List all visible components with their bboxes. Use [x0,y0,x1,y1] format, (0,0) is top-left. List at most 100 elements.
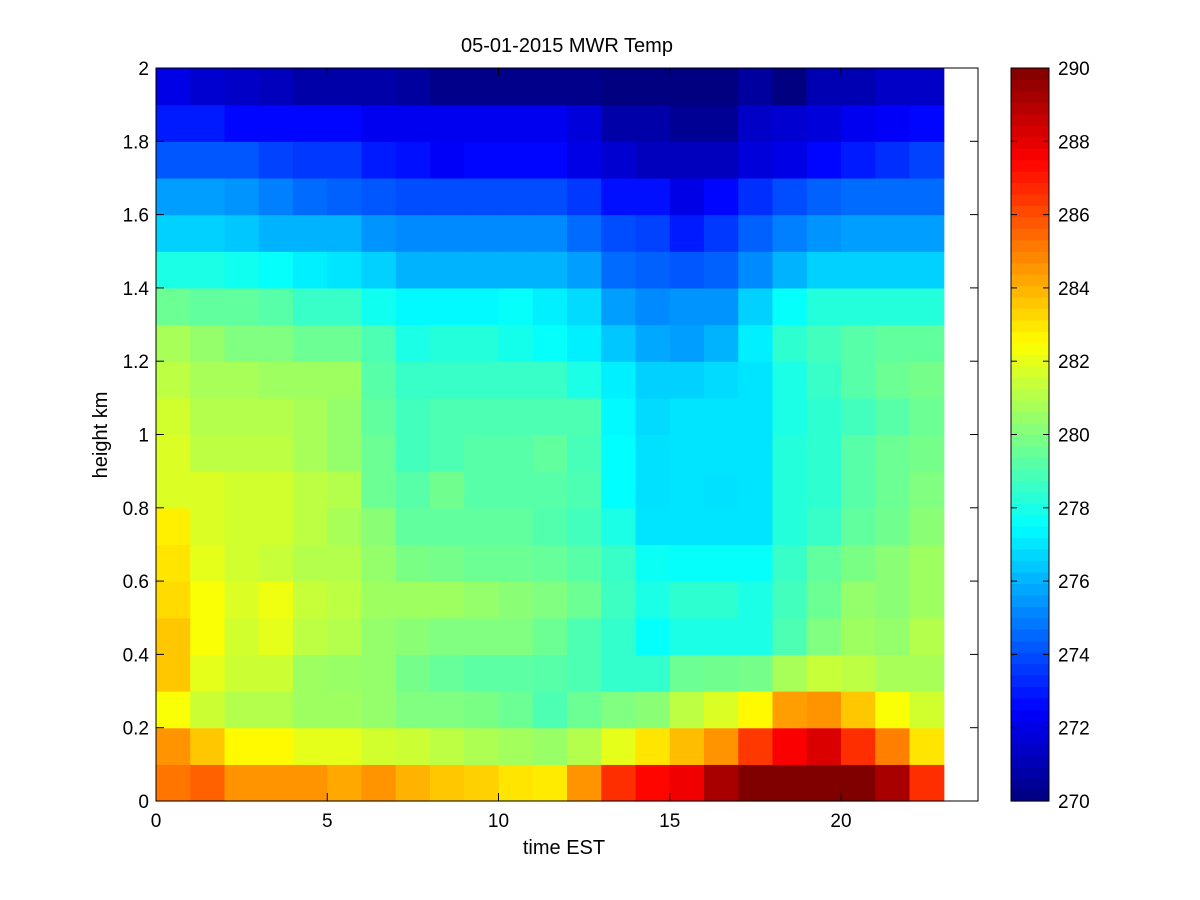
colorbar-strip [1011,228,1049,241]
heatmap-cell [704,214,739,252]
heatmap-cell [532,361,568,399]
heatmap-cell [738,324,774,362]
colorbar-strip [1011,400,1049,413]
heatmap-cell [532,251,568,289]
colorbar-strip [1011,514,1049,527]
heatmap-cell [293,68,328,106]
heatmap-cell [601,764,637,802]
heatmap-cell [567,177,602,216]
colorbar-strip [1011,136,1049,149]
heatmap-cell [601,104,637,142]
heatmap-cell [327,727,363,765]
heatmap-cell [395,68,431,106]
x-tick-label: 10 [488,811,509,832]
colorbar-strip [1011,319,1049,333]
heatmap-cell [258,104,294,142]
heatmap-cell [498,287,534,326]
heatmap-cell [704,434,739,472]
heatmap-cell [704,141,739,179]
heatmap-cell [532,544,568,582]
heatmap-cell [293,324,328,362]
heatmap-cell [567,68,602,106]
heatmap-cell [532,617,568,655]
colorbar-strip [1011,171,1049,184]
heatmap-cell [190,361,226,399]
heatmap-cell [669,507,705,546]
colorbar-strip [1011,560,1049,573]
heatmap-cell [738,471,774,509]
heatmap-cell [875,581,911,619]
heatmap-cell [909,287,945,326]
heatmap-cell [464,727,500,765]
heatmap-cell [190,141,226,179]
heatmap-cell [532,324,568,362]
heatmap-cell [772,68,808,106]
heatmap-cell [464,581,500,619]
heatmap-cell [361,727,397,765]
heatmap-cell [293,507,328,546]
heatmap-cell [909,581,945,619]
heatmap-cell [395,507,431,546]
heatmap-cell [190,287,226,326]
heatmap-cell [156,617,191,655]
heatmap-cell [635,617,671,655]
heatmap-cell [875,691,911,729]
heatmap-cell [327,214,363,252]
heatmap-cell [635,581,671,619]
heatmap-cell [738,727,774,765]
colorbar-strip [1011,182,1049,195]
heatmap-cell [704,654,739,692]
heatmap-cell [806,324,842,362]
colorbar-strip [1011,640,1049,653]
heatmap-cell [601,177,637,216]
heatmap-cell [464,251,500,289]
heatmap-cell [532,104,568,142]
heatmap-cell [806,654,842,692]
heatmap-cell [190,764,226,802]
heatmap-cell [498,654,534,692]
heatmap-cell [841,287,876,326]
heatmap-cell [156,764,191,802]
heatmap-cell [909,251,945,289]
heatmap-cell [704,727,739,765]
heatmap-cell [601,251,637,289]
heatmap-cell [635,471,671,509]
heatmap-cell [498,471,534,509]
heatmap-cell [464,324,500,362]
colorbar-strip [1011,571,1049,584]
colorbar-strip [1011,239,1049,252]
heatmap-cell [361,68,397,106]
heatmap-cell [464,617,500,655]
heatmap-cell [361,141,397,179]
heatmap-cell [567,324,602,362]
colorbar-tick-label: 274 [1058,645,1090,666]
heatmap-cell [498,68,534,106]
heatmap-cell [258,177,294,216]
heatmap-cell [772,324,808,362]
heatmap-cell [601,361,637,399]
heatmap-cell [395,434,431,472]
heatmap-cell [635,177,671,216]
heatmap-cell [601,691,637,729]
heatmap-cell [430,251,465,289]
heatmap-cell [875,68,911,106]
x-axis-label: time EST [523,837,605,859]
heatmap-cell [669,141,705,179]
colorbar-strip [1011,285,1049,298]
heatmap-cell [567,727,602,765]
colorbar-strip [1011,297,1049,310]
heatmap-cell [430,214,465,252]
heatmap-cell [669,764,705,802]
heatmap-cell [772,287,808,326]
heatmap-cell [361,507,397,546]
heatmap-cell [430,544,465,582]
heatmap-cell [327,287,363,326]
heatmap-cell [806,141,842,179]
heatmap-cell [498,691,534,729]
heatmap-cell [224,141,260,179]
colorbar-tick-label: 276 [1058,572,1090,593]
heatmap-cell [190,397,226,436]
heatmap-cell [498,507,534,546]
heatmap-cell [806,727,842,765]
